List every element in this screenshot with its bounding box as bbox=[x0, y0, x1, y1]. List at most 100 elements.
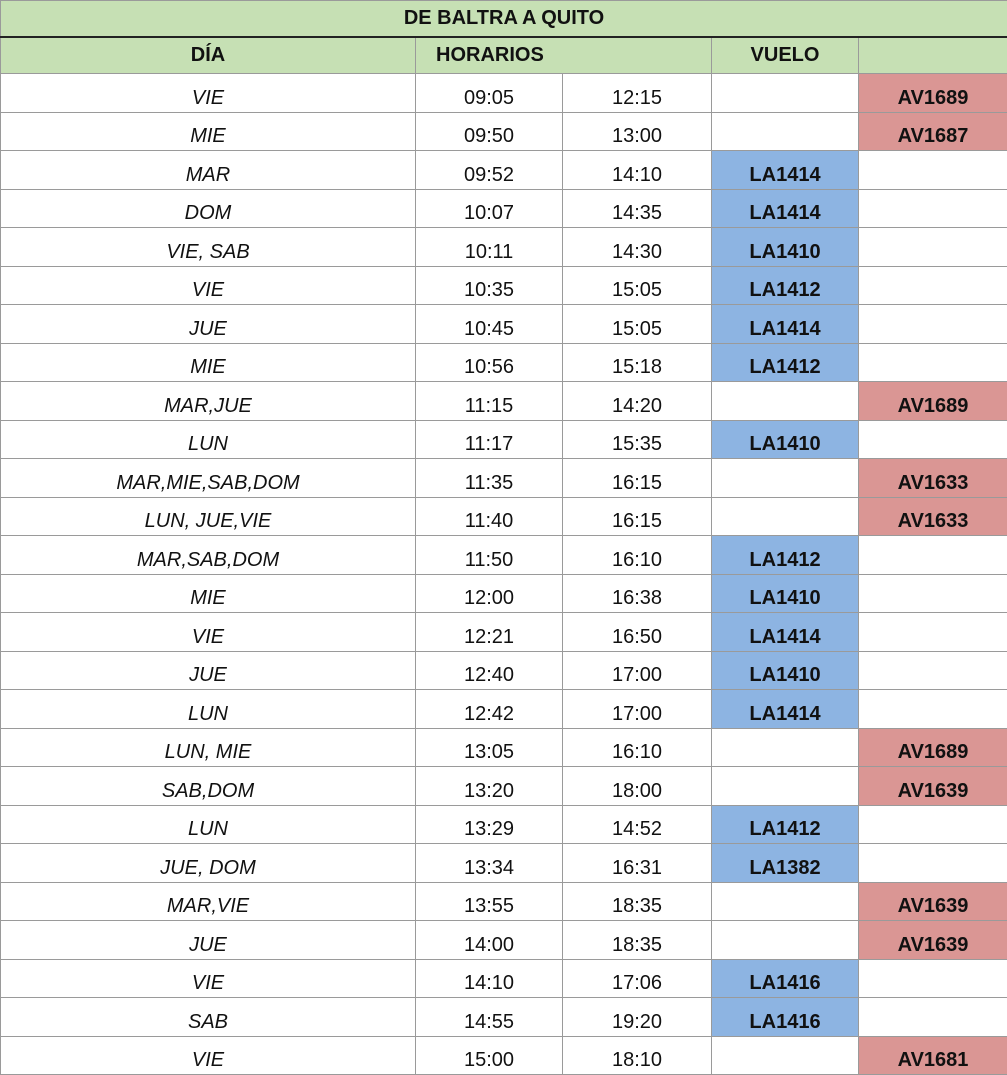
latam-flight-cell: LA1410 bbox=[712, 228, 859, 267]
arrival-cell: 15:18 bbox=[563, 343, 712, 382]
arrival-cell: 16:15 bbox=[563, 459, 712, 498]
day-cell: VIE bbox=[1, 1036, 416, 1075]
arrival-cell: 17:06 bbox=[563, 959, 712, 998]
header-vuelo: VUELO bbox=[712, 37, 859, 74]
day-cell: MIE bbox=[1, 112, 416, 151]
departure-cell: 14:00 bbox=[416, 921, 563, 960]
avianca-flight-cell: AV1689 bbox=[859, 382, 1007, 421]
latam-flight-cell: LA1382 bbox=[712, 844, 859, 883]
departure-cell: 11:40 bbox=[416, 497, 563, 536]
latam-flight-cell: LA1412 bbox=[712, 343, 859, 382]
latam-flight-cell bbox=[712, 728, 859, 767]
day-cell: MIE bbox=[1, 343, 416, 382]
avianca-flight-cell: AV1639 bbox=[859, 921, 1007, 960]
departure-cell: 12:00 bbox=[416, 574, 563, 613]
arrival-cell: 16:10 bbox=[563, 536, 712, 575]
latam-flight-cell: LA1414 bbox=[712, 189, 859, 228]
latam-flight-cell: LA1410 bbox=[712, 574, 859, 613]
avianca-flight-cell bbox=[859, 266, 1007, 305]
departure-cell: 10:35 bbox=[416, 266, 563, 305]
arrival-cell: 14:52 bbox=[563, 805, 712, 844]
day-cell: MAR,JUE bbox=[1, 382, 416, 421]
header-row: DÍA HORARIOS VUELO bbox=[1, 37, 1007, 74]
departure-cell: 09:05 bbox=[416, 74, 563, 113]
day-cell: VIE bbox=[1, 613, 416, 652]
avianca-flight-cell bbox=[859, 343, 1007, 382]
latam-flight-cell: LA1416 bbox=[712, 959, 859, 998]
day-cell: VIE bbox=[1, 959, 416, 998]
day-cell: MAR,VIE bbox=[1, 882, 416, 921]
latam-flight-cell: LA1414 bbox=[712, 690, 859, 729]
departure-cell: 09:52 bbox=[416, 151, 563, 190]
latam-flight-cell bbox=[712, 921, 859, 960]
title-row: DE BALTRA A QUITO bbox=[1, 1, 1007, 38]
day-cell: SAB,DOM bbox=[1, 767, 416, 806]
avianca-flight-cell: AV1633 bbox=[859, 459, 1007, 498]
departure-cell: 13:20 bbox=[416, 767, 563, 806]
arrival-cell: 16:31 bbox=[563, 844, 712, 883]
day-cell: VIE bbox=[1, 74, 416, 113]
arrival-cell: 17:00 bbox=[563, 651, 712, 690]
avianca-flight-cell: AV1639 bbox=[859, 882, 1007, 921]
latam-flight-cell bbox=[712, 382, 859, 421]
latam-flight-cell: LA1414 bbox=[712, 151, 859, 190]
arrival-cell: 15:05 bbox=[563, 305, 712, 344]
arrival-cell: 17:00 bbox=[563, 690, 712, 729]
avianca-flight-cell bbox=[859, 651, 1007, 690]
arrival-cell: 16:10 bbox=[563, 728, 712, 767]
arrival-cell: 18:10 bbox=[563, 1036, 712, 1075]
avianca-flight-cell bbox=[859, 536, 1007, 575]
arrival-cell: 14:10 bbox=[563, 151, 712, 190]
departure-cell: 10:56 bbox=[416, 343, 563, 382]
day-cell: LUN bbox=[1, 805, 416, 844]
arrival-cell: 13:00 bbox=[563, 112, 712, 151]
latam-flight-cell: LA1414 bbox=[712, 305, 859, 344]
day-cell: LUN bbox=[1, 420, 416, 459]
day-cell: JUE, DOM bbox=[1, 844, 416, 883]
arrival-cell: 14:20 bbox=[563, 382, 712, 421]
avianca-flight-cell bbox=[859, 228, 1007, 267]
arrival-cell: 12:15 bbox=[563, 74, 712, 113]
latam-flight-cell bbox=[712, 767, 859, 806]
departure-cell: 13:29 bbox=[416, 805, 563, 844]
latam-flight-cell bbox=[712, 1036, 859, 1075]
avianca-flight-cell bbox=[859, 574, 1007, 613]
avianca-flight-cell: AV1633 bbox=[859, 497, 1007, 536]
arrival-cell: 15:35 bbox=[563, 420, 712, 459]
day-cell: SAB bbox=[1, 998, 416, 1037]
latam-flight-cell bbox=[712, 497, 859, 536]
departure-cell: 14:10 bbox=[416, 959, 563, 998]
avianca-flight-cell: AV1639 bbox=[859, 767, 1007, 806]
day-cell: MAR,MIE,SAB,DOM bbox=[1, 459, 416, 498]
latam-flight-cell: LA1412 bbox=[712, 266, 859, 305]
departure-cell: 11:50 bbox=[416, 536, 563, 575]
day-cell: DOM bbox=[1, 189, 416, 228]
latam-flight-cell bbox=[712, 459, 859, 498]
avianca-flight-cell bbox=[859, 805, 1007, 844]
arrival-cell: 16:15 bbox=[563, 497, 712, 536]
day-cell: MIE bbox=[1, 574, 416, 613]
day-cell: VIE bbox=[1, 266, 416, 305]
avianca-flight-cell bbox=[859, 189, 1007, 228]
arrival-cell: 14:35 bbox=[563, 189, 712, 228]
avianca-flight-cell: AV1687 bbox=[859, 112, 1007, 151]
